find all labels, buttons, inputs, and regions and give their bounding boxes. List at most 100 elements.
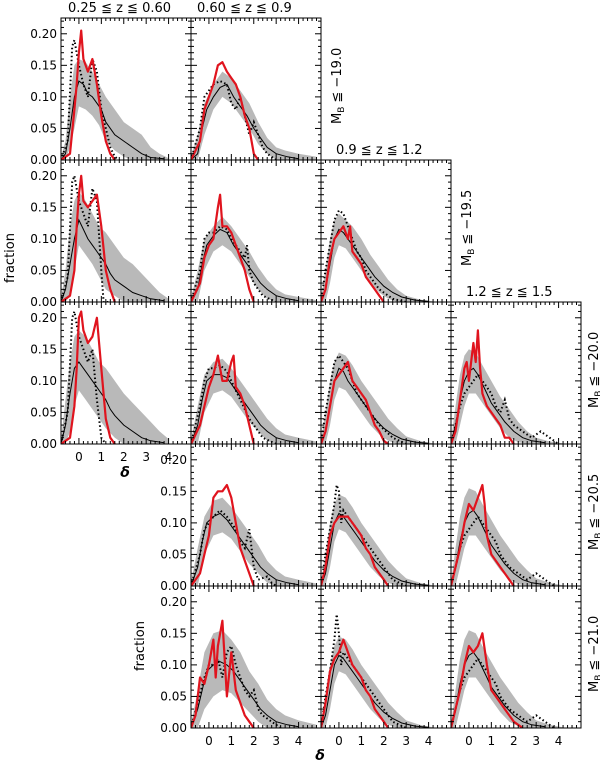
panel-r4-c3 xyxy=(320,443,452,587)
y-tick-label: 0.10 xyxy=(30,90,57,104)
row-label-5: MB ≦ −21.0 xyxy=(587,616,600,692)
x-tick-label: 3 xyxy=(532,734,540,748)
plot-area xyxy=(321,352,434,444)
row-label-5-m: M xyxy=(587,681,600,692)
row-label-4-sub: B xyxy=(594,533,600,539)
tick-marks xyxy=(320,160,452,303)
observed-red-line xyxy=(451,483,515,586)
model-1sigma-band xyxy=(321,636,434,728)
observed-red-line xyxy=(191,619,255,728)
y-tick-label: 0.05 xyxy=(160,547,187,561)
model-1sigma-band xyxy=(191,630,317,728)
row-label-4-m: M xyxy=(587,539,600,550)
panel-r3-c3 xyxy=(320,301,452,445)
row-label-1: MB ≦ −19.0 xyxy=(330,48,347,124)
tick-marks xyxy=(450,586,582,729)
plot-area xyxy=(191,483,317,586)
observed-red-line xyxy=(321,638,390,728)
row-label-5-sub: B xyxy=(594,675,600,681)
column-labels: 0.25 ≦ z ≦ 0.60 0.60 ≦ z ≦ 0.9 0.9 ≦ z ≦… xyxy=(68,1,553,300)
alternative-dotted-line xyxy=(451,372,560,444)
row-labels: MB≦ −19.0 MB≦ −19.5 MB≦ −20.0 MB≦ −20.5 … xyxy=(330,48,600,692)
y-tick-label: 0.05 xyxy=(30,263,57,277)
panel-r3-c1: 0.00 0.05 0.10 0.15 0.20 0 1 2 3 4 xyxy=(30,301,192,464)
model-mean-line xyxy=(191,374,299,444)
y-tick-label: 0.10 xyxy=(160,516,187,530)
y-tick-label: 0.20 xyxy=(160,595,187,609)
x-tick-label: 2 xyxy=(510,734,518,748)
plot-area xyxy=(61,307,169,444)
x-tick-label: 3 xyxy=(402,734,410,748)
x-tick-label: 4 xyxy=(425,734,433,748)
plot-area xyxy=(321,209,434,302)
alternative-dotted-line xyxy=(451,514,555,586)
y-tick-label: 0.05 xyxy=(30,121,57,135)
y-tick-label: 0.20 xyxy=(30,311,57,325)
observed-red-line xyxy=(321,515,390,586)
row-label-4: MB ≦ −20.5 xyxy=(587,474,600,550)
x-tick-label: 4 xyxy=(555,734,563,748)
tick-marks xyxy=(320,586,452,729)
alternative-dotted-line xyxy=(451,656,555,728)
y-tick-label: 0.05 xyxy=(160,689,187,703)
x-tick-label: 2 xyxy=(120,450,128,464)
model-1sigma-band xyxy=(191,71,317,160)
model-mean-line xyxy=(191,83,299,160)
model-mean-line xyxy=(321,654,429,728)
y-tick-label: 0.00 xyxy=(160,579,187,593)
y-tick-label: 0.00 xyxy=(30,153,57,167)
x-tick-label: 0 xyxy=(465,734,473,748)
observed-red-line xyxy=(61,29,116,160)
plot-area xyxy=(451,329,564,444)
observed-red-line xyxy=(321,360,389,444)
y-tick-label: 0.10 xyxy=(30,232,57,246)
x-tick-label: 3 xyxy=(272,734,280,748)
panel-r2-c1: 0.00 0.05 0.10 0.15 0.20 xyxy=(30,159,192,309)
observed-red-line xyxy=(191,483,255,586)
y-tick-label: 0.10 xyxy=(160,658,187,672)
model-1sigma-band xyxy=(321,352,434,444)
column-label-2: 0.60 ≦ z ≦ 0.9 xyxy=(197,1,292,16)
row-label-3: MB ≦ −20.0 xyxy=(587,332,600,408)
y-tick-label: 0.15 xyxy=(30,58,57,72)
y-tick-label: 0.20 xyxy=(160,453,187,467)
model-1sigma-band xyxy=(191,358,317,444)
tick-marks xyxy=(450,444,582,587)
y-tick-label: 0.15 xyxy=(160,626,187,640)
panel-r4-c2: 0.00 0.05 0.10 0.15 0.20 xyxy=(160,443,322,593)
y-tick-label: 0.00 xyxy=(30,437,57,451)
y-tick-label: 0.15 xyxy=(160,484,187,498)
model-1sigma-band xyxy=(321,494,434,586)
model-1sigma-band xyxy=(451,630,564,728)
observed-red-line xyxy=(191,193,255,302)
column-label-1: 0.25 ≦ z ≦ 0.60 xyxy=(68,1,171,16)
panel-r3-c4 xyxy=(450,301,582,445)
column-label-4: 1.2 ≦ z ≦ 1.5 xyxy=(466,285,553,300)
x-tick-label: 3 xyxy=(142,450,150,464)
row-label-1-rest: ≦ −19.0 xyxy=(330,48,345,103)
y-tick-label: 0.00 xyxy=(30,295,57,309)
panel-frame xyxy=(450,585,582,729)
observed-red-line xyxy=(321,225,385,302)
observed-red-line xyxy=(451,329,515,444)
plot-area xyxy=(191,61,317,160)
y-axis-title-upper: fraction xyxy=(3,233,18,283)
panel-r5-c2: 0.00 0.05 0.10 0.15 0.20 0 1 2 3 4 xyxy=(160,585,322,748)
observed-red-line xyxy=(191,61,260,160)
model-mean-line xyxy=(61,218,165,302)
model-1sigma-band xyxy=(191,497,317,586)
alternative-dotted-line xyxy=(191,225,277,302)
model-1sigma-band xyxy=(61,330,169,444)
row-label-2: MB ≦ −19.5 xyxy=(460,190,477,266)
plot-area xyxy=(451,630,564,728)
x-tick-label: 2 xyxy=(250,734,258,748)
model-1sigma-band xyxy=(61,191,169,302)
row-label-1-m: M xyxy=(330,113,345,124)
model-1sigma-band xyxy=(191,216,317,302)
x-tick-label: 0 xyxy=(335,734,343,748)
plot-area xyxy=(191,193,317,302)
y-tick-label: 0.10 xyxy=(30,374,57,388)
